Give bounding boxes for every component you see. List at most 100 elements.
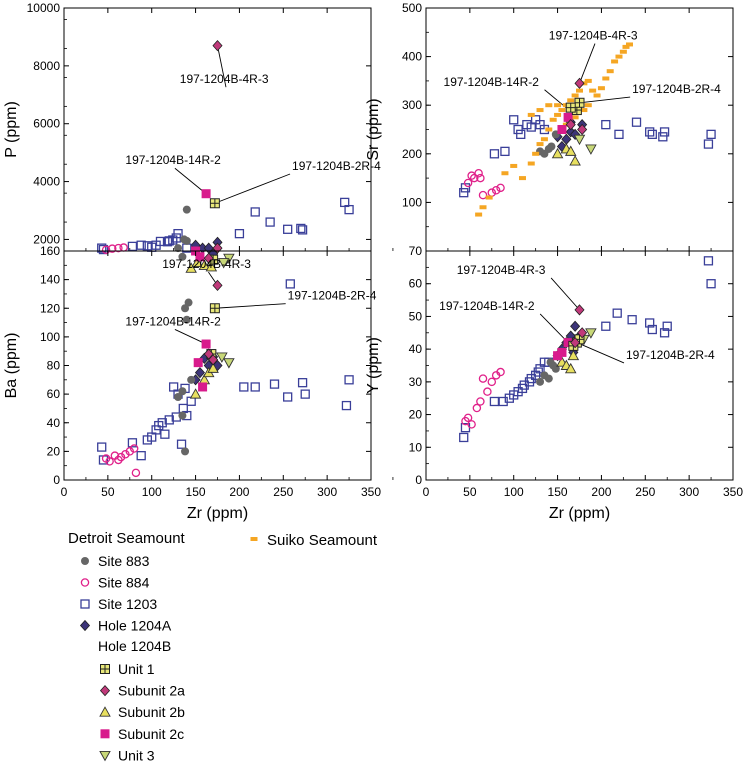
point-site884 bbox=[101, 245, 111, 255]
point-suiko bbox=[584, 103, 592, 108]
point-suiko bbox=[580, 108, 588, 113]
annotation-leader bbox=[214, 173, 291, 204]
x-tick-label: 100 bbox=[504, 485, 524, 499]
y-tick-label: 120 bbox=[40, 301, 60, 315]
point-sub2b bbox=[551, 147, 564, 159]
point-site884 bbox=[467, 420, 476, 429]
y-axis-label: P (ppm) bbox=[3, 101, 20, 158]
plot-frame bbox=[425, 250, 734, 481]
point-suiko bbox=[527, 112, 535, 117]
y-tick-label: 30 bbox=[409, 375, 423, 389]
point-site1203 bbox=[341, 400, 352, 411]
point-sub2b bbox=[205, 260, 218, 272]
y-tick-label: 60 bbox=[47, 387, 61, 401]
point-site1203 bbox=[160, 429, 170, 439]
point-site1203 bbox=[489, 396, 500, 407]
point-site883 bbox=[178, 252, 187, 261]
point-site883 bbox=[182, 315, 191, 324]
point-site1203 bbox=[459, 432, 469, 443]
point-site1203 bbox=[296, 223, 306, 234]
point-site1203 bbox=[658, 132, 668, 142]
point-site1203 bbox=[519, 380, 529, 390]
x-tick-label: 150 bbox=[548, 485, 568, 499]
point-sub2c bbox=[193, 358, 203, 368]
point-site1203 bbox=[517, 383, 528, 394]
point-site1203 bbox=[601, 321, 611, 331]
point-site1203 bbox=[344, 204, 354, 215]
point-site1203 bbox=[601, 119, 611, 130]
point-site1203 bbox=[659, 127, 670, 137]
legend-marker-unit3 bbox=[99, 750, 111, 762]
y-tick-label: 10 bbox=[409, 440, 423, 454]
point-site884 bbox=[472, 403, 482, 413]
point-sub2a bbox=[574, 304, 585, 316]
point-sub2c bbox=[563, 338, 573, 348]
point-sub2a bbox=[574, 77, 585, 89]
point-site883 bbox=[184, 298, 193, 307]
point-site883 bbox=[182, 236, 191, 245]
point-site1203 bbox=[157, 418, 167, 428]
point-site883 bbox=[547, 142, 556, 151]
legend-label-site1203: Site 1203 bbox=[98, 596, 157, 612]
y-tick-label: 0 bbox=[415, 473, 422, 487]
point-site1203 bbox=[706, 279, 716, 289]
point-site883 bbox=[182, 205, 191, 214]
point-sub2c bbox=[198, 382, 208, 392]
point-site1203 bbox=[162, 237, 173, 247]
point-sub2a bbox=[203, 348, 214, 360]
point-site1203 bbox=[176, 439, 187, 449]
point-site884 bbox=[478, 190, 488, 200]
annotation-label: 197-1204B-2R-4 bbox=[288, 289, 377, 303]
legend-label-unit3: Unit 3 bbox=[118, 747, 155, 763]
point-unit3 bbox=[573, 134, 586, 146]
y-tick-label: 500 bbox=[402, 1, 422, 15]
point-site883 bbox=[174, 244, 183, 253]
point-sub2c bbox=[201, 189, 211, 199]
point-site1203 bbox=[297, 378, 308, 388]
annotation-label: 197-1204B-14R-2 bbox=[444, 75, 540, 89]
y-tick-label: 20 bbox=[47, 444, 61, 458]
point-site883 bbox=[536, 377, 545, 386]
point-site1203 bbox=[498, 396, 508, 407]
annotation-leader bbox=[579, 43, 596, 84]
point-suiko bbox=[501, 171, 509, 176]
point-site1203 bbox=[614, 129, 624, 140]
point-unit3 bbox=[223, 358, 235, 369]
x-tick-label: 350 bbox=[361, 485, 381, 499]
y-tick-label: 40 bbox=[47, 416, 61, 430]
point-site1203 bbox=[344, 375, 354, 385]
point-sub2c bbox=[557, 347, 567, 357]
annotation-leader bbox=[174, 329, 207, 345]
legend-marker-site1203 bbox=[80, 599, 90, 609]
point-site884 bbox=[469, 173, 479, 183]
legend-marker-hole1204a bbox=[79, 619, 91, 632]
point-suiko bbox=[485, 195, 493, 200]
annotation-leader bbox=[217, 45, 227, 88]
point-site1203 bbox=[97, 243, 107, 253]
point-site884 bbox=[131, 468, 141, 478]
point-site1203 bbox=[136, 240, 146, 250]
point-site1203 bbox=[155, 236, 166, 247]
point-unit3 bbox=[217, 258, 230, 269]
point-site884 bbox=[483, 387, 492, 396]
x-tick-label: 200 bbox=[229, 485, 249, 499]
point-suiko bbox=[615, 54, 623, 59]
point-site1203 bbox=[234, 228, 245, 239]
y-tick-label: 8000 bbox=[33, 59, 60, 73]
point-site1203 bbox=[283, 392, 293, 402]
legend-label-site884: Site 884 bbox=[98, 575, 150, 591]
point-site1203 bbox=[98, 244, 109, 255]
point-sub2b bbox=[191, 256, 204, 268]
point-suiko bbox=[589, 88, 597, 93]
x-tick-label: 250 bbox=[273, 485, 293, 499]
point-site1203 bbox=[136, 451, 146, 461]
y-tick-label: 300 bbox=[402, 98, 422, 112]
legend-label-sub2c: Subunit 2c bbox=[118, 726, 184, 742]
point-suiko bbox=[527, 161, 535, 166]
point-sub2b bbox=[189, 388, 202, 399]
point-site883 bbox=[174, 392, 183, 401]
point-site1203 bbox=[300, 389, 310, 399]
point-site884 bbox=[478, 374, 488, 383]
point-site884 bbox=[125, 447, 135, 456]
point-suiko bbox=[479, 205, 487, 210]
